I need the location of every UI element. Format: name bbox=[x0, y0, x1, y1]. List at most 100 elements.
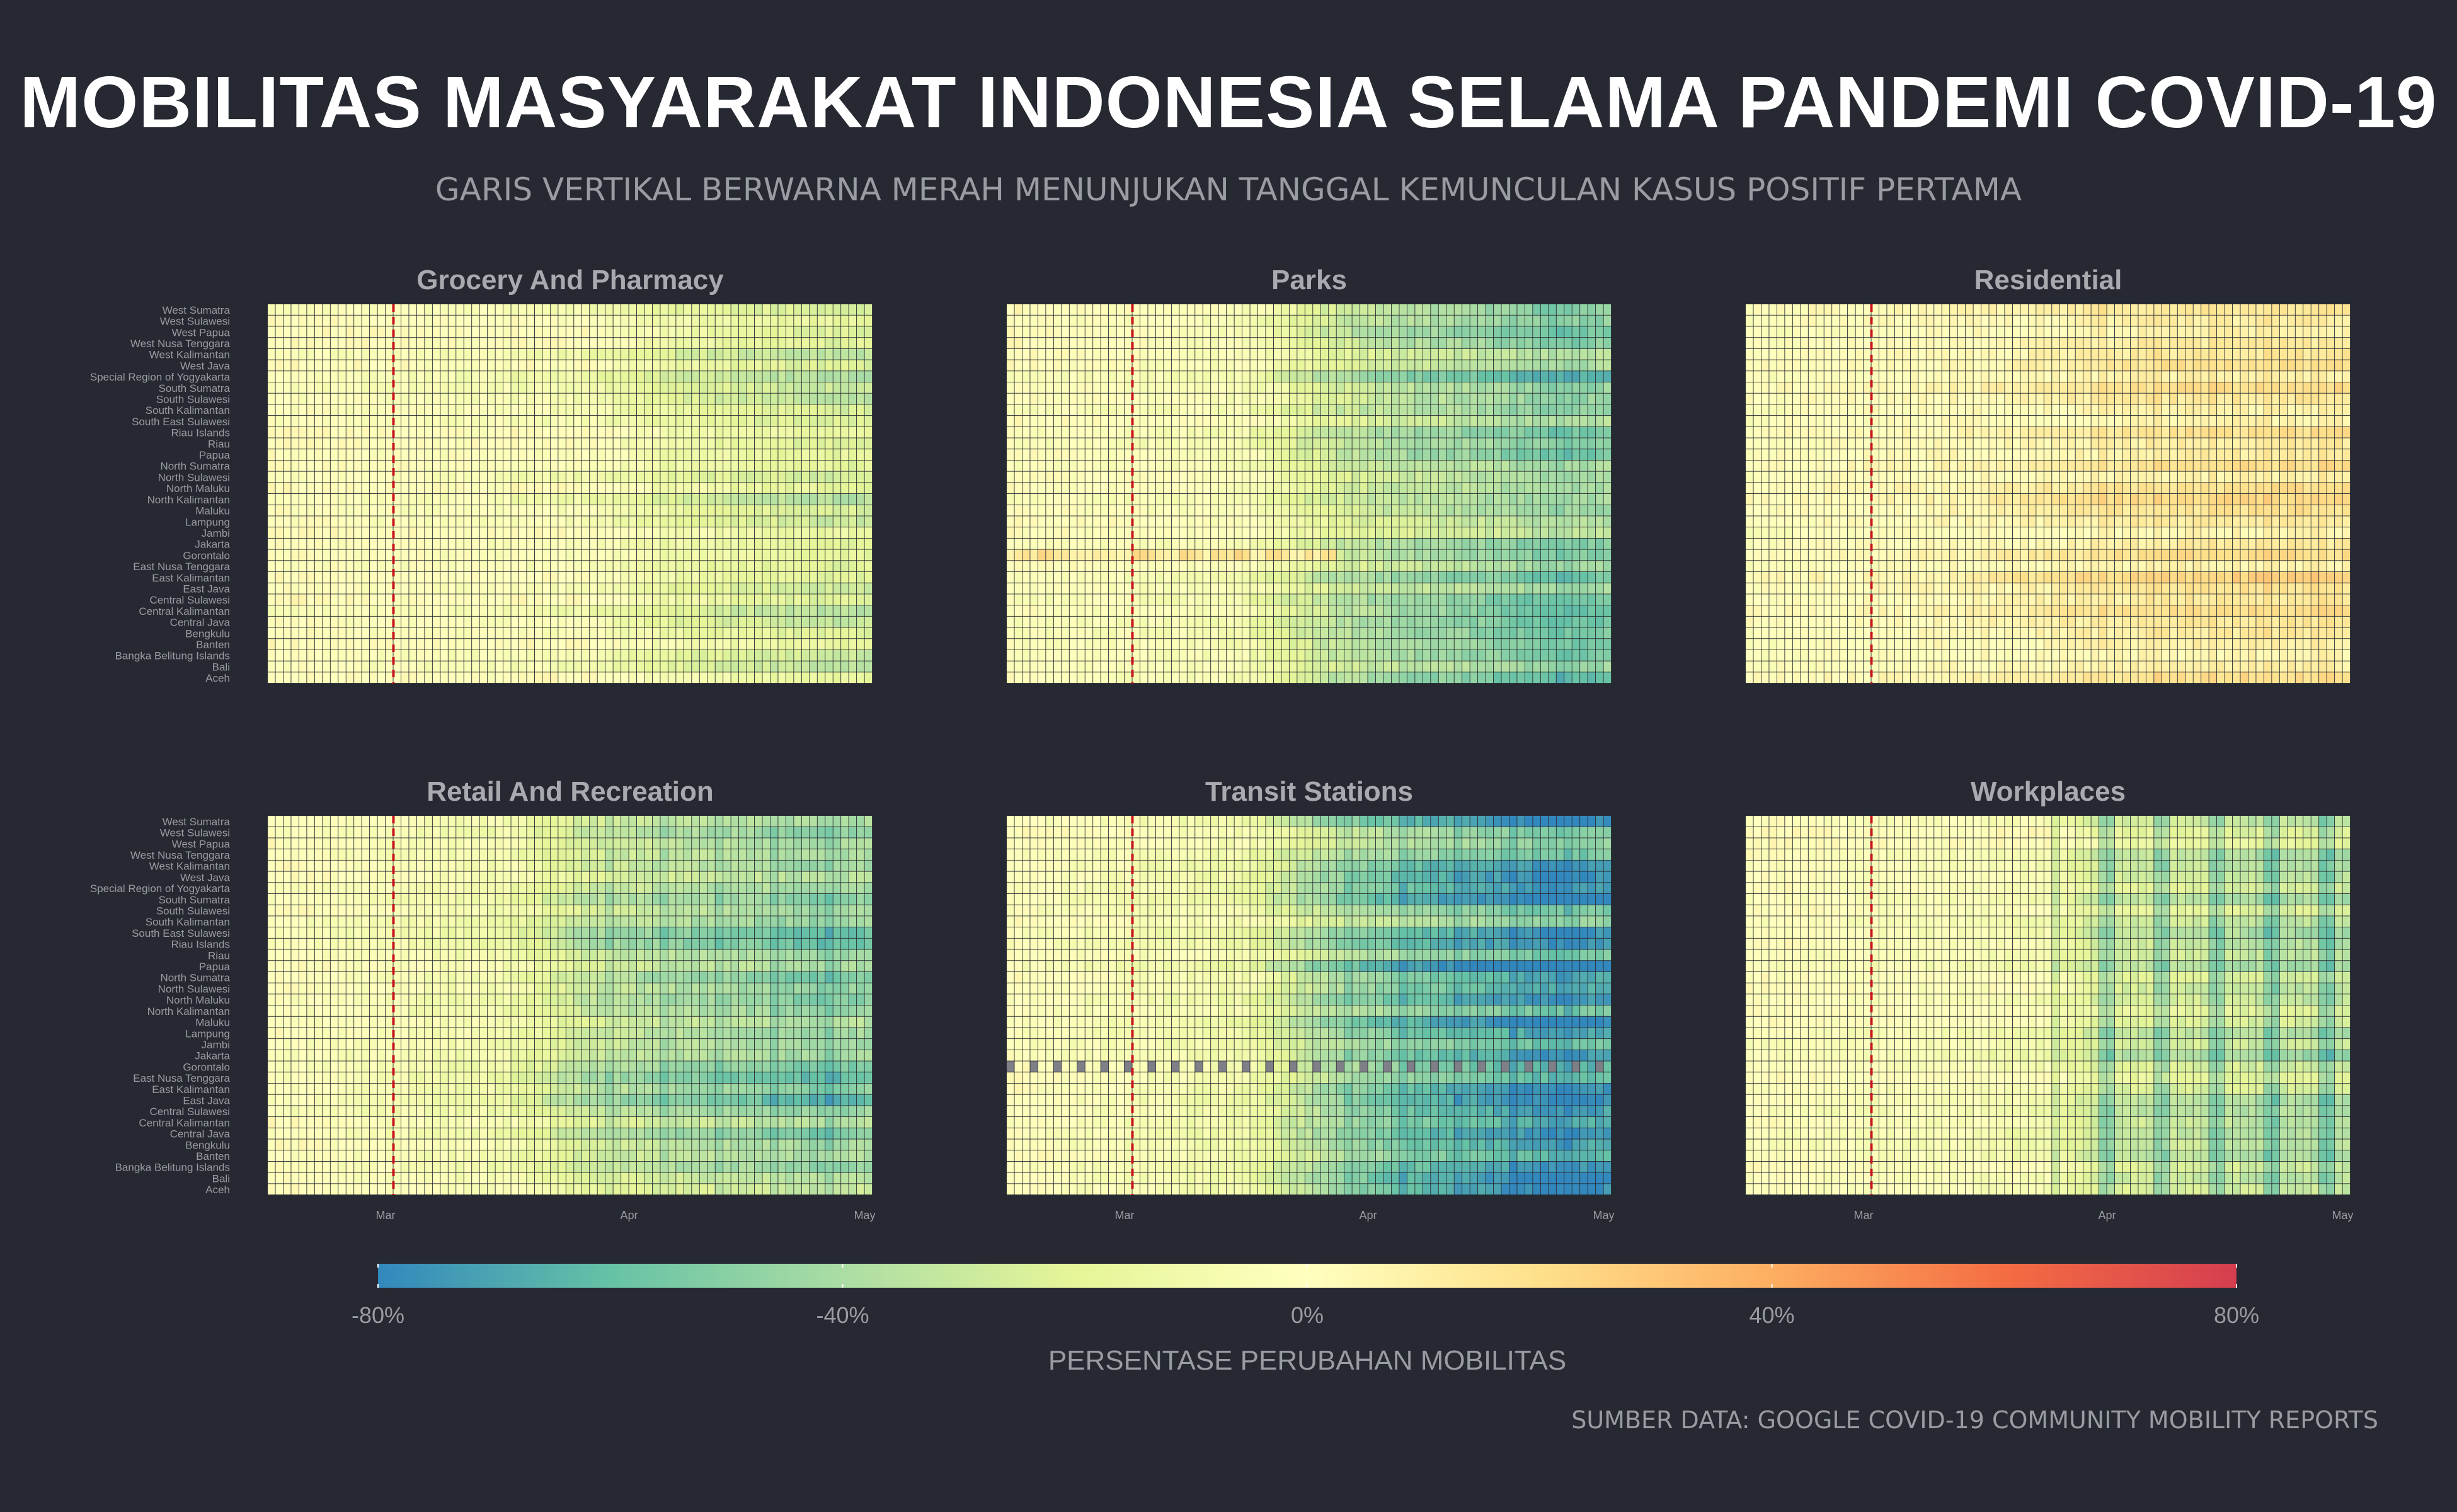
heatmap-cell bbox=[660, 627, 668, 639]
heatmap-cell bbox=[511, 315, 519, 326]
heatmap-cell bbox=[786, 471, 794, 483]
heatmap-cell bbox=[386, 438, 393, 449]
heatmap-cell bbox=[550, 483, 558, 494]
heatmap-cell bbox=[448, 583, 456, 594]
heatmap-cell bbox=[393, 371, 401, 382]
heatmap-cell bbox=[1148, 471, 1155, 483]
heatmap-cell bbox=[479, 427, 488, 438]
heatmap-cell bbox=[801, 650, 810, 661]
heatmap-cell bbox=[739, 672, 747, 684]
heatmap-cell bbox=[503, 549, 511, 561]
heatmap-cell bbox=[707, 583, 715, 594]
heatmap-cell bbox=[1470, 583, 1478, 594]
heatmap-cell bbox=[1540, 382, 1549, 393]
heatmap-cell bbox=[1438, 627, 1446, 639]
heatmap-cell bbox=[1132, 627, 1140, 639]
heatmap-cell bbox=[1572, 326, 1580, 338]
heatmap-cell bbox=[1313, 594, 1320, 605]
heatmap-cell bbox=[1085, 605, 1093, 616]
heatmap-cell bbox=[1313, 516, 1320, 527]
heatmap-cell bbox=[817, 393, 825, 404]
heatmap-cell bbox=[621, 527, 629, 538]
heatmap-cell bbox=[550, 348, 558, 360]
heatmap-cell bbox=[849, 627, 857, 639]
heatmap-cell bbox=[660, 594, 668, 605]
heatmap-cell bbox=[1125, 505, 1132, 516]
heatmap-cell bbox=[275, 527, 284, 538]
heatmap-cell bbox=[1352, 304, 1360, 315]
heatmap-cell bbox=[857, 594, 864, 605]
heatmap-cell bbox=[739, 326, 747, 338]
heatmap-cell bbox=[1556, 460, 1564, 471]
heatmap-cell bbox=[778, 516, 786, 527]
heatmap-cell bbox=[1446, 494, 1454, 505]
heatmap-cell bbox=[629, 382, 637, 393]
heatmap-cell bbox=[1360, 460, 1368, 471]
heatmap-cell bbox=[1313, 338, 1320, 348]
heatmap-cell bbox=[1415, 583, 1423, 594]
heatmap-cell bbox=[692, 404, 699, 416]
heatmap-cell bbox=[1407, 527, 1415, 538]
heatmap-cell bbox=[621, 627, 629, 639]
heatmap-cell bbox=[1171, 393, 1179, 404]
heatmap-cell bbox=[747, 594, 755, 605]
heatmap-cell bbox=[864, 371, 873, 382]
heatmap-cell bbox=[1242, 627, 1250, 639]
heatmap-cell bbox=[1014, 494, 1022, 505]
heatmap-cell bbox=[1588, 371, 1596, 382]
heatmap-cell bbox=[1250, 571, 1258, 583]
heatmap-cell bbox=[558, 338, 566, 348]
heatmap-cell bbox=[1596, 516, 1603, 527]
heatmap-cell bbox=[754, 348, 762, 360]
heatmap-cell bbox=[1014, 304, 1022, 315]
heatmap-cell bbox=[1478, 494, 1486, 505]
heatmap-cell bbox=[621, 639, 629, 650]
heatmap-cell bbox=[1596, 438, 1603, 449]
heatmap-cell bbox=[1501, 315, 1509, 326]
heatmap-cell bbox=[715, 304, 723, 315]
heatmap-cell bbox=[581, 348, 590, 360]
region-label: Jambi bbox=[202, 527, 230, 539]
heatmap-cell bbox=[346, 348, 354, 360]
heatmap-cell bbox=[731, 505, 739, 516]
heatmap-cell bbox=[425, 661, 432, 672]
heatmap-cell bbox=[581, 627, 590, 639]
heatmap-cell bbox=[1132, 583, 1140, 594]
heatmap-cell bbox=[1572, 616, 1580, 627]
heatmap-cell bbox=[299, 527, 307, 538]
heatmap-cell bbox=[1509, 538, 1517, 549]
heatmap-cell bbox=[629, 326, 637, 338]
heatmap-cell bbox=[314, 471, 323, 483]
heatmap-cell bbox=[1446, 483, 1454, 494]
heatmap-cell bbox=[464, 348, 472, 360]
heatmap-cell bbox=[731, 639, 739, 650]
heatmap-cell bbox=[699, 382, 707, 393]
heatmap-cell bbox=[668, 627, 676, 639]
heatmap-cell bbox=[416, 438, 425, 449]
heatmap-cell bbox=[739, 494, 747, 505]
heatmap-cell bbox=[401, 672, 409, 684]
heatmap-cell bbox=[275, 505, 284, 516]
heatmap-cell bbox=[299, 494, 307, 505]
heatmap-cell bbox=[817, 416, 825, 427]
heatmap-cell bbox=[1313, 471, 1320, 483]
heatmap-cell bbox=[644, 371, 653, 382]
heatmap-cell bbox=[825, 527, 833, 538]
heatmap-cell bbox=[644, 561, 653, 572]
heatmap-cell bbox=[362, 494, 370, 505]
heatmap-cell bbox=[1352, 594, 1360, 605]
heatmap-cell bbox=[1454, 483, 1462, 494]
heatmap-cell bbox=[1289, 505, 1297, 516]
region-label: East Nusa Tenggara bbox=[133, 561, 230, 573]
heatmap-cell bbox=[707, 326, 715, 338]
heatmap-cell bbox=[652, 338, 660, 348]
heatmap-cell bbox=[794, 348, 801, 360]
heatmap-cell bbox=[479, 538, 488, 549]
heatmap-cell bbox=[377, 583, 386, 594]
heatmap-cell bbox=[1399, 627, 1407, 639]
heatmap-cell bbox=[464, 583, 472, 594]
heatmap-cell bbox=[472, 382, 479, 393]
heatmap-cell bbox=[1360, 571, 1368, 583]
heatmap-cell bbox=[1030, 538, 1038, 549]
heatmap-cell bbox=[636, 460, 644, 471]
